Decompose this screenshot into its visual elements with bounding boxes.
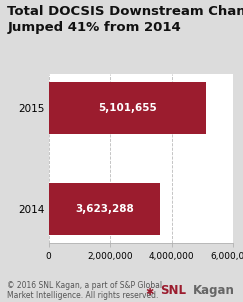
Text: SNL: SNL (160, 284, 186, 297)
Bar (49, 82, 206, 134)
Text: Total DOCSIS Downstream Channels
Jumped 41% from 2014: Total DOCSIS Downstream Channels Jumped … (7, 5, 243, 34)
Text: ✱: ✱ (146, 287, 154, 297)
Text: 3,623,288: 3,623,288 (75, 204, 134, 214)
Text: 5,101,655: 5,101,655 (98, 103, 156, 113)
Text: Kagan: Kagan (193, 284, 235, 297)
Text: © 2016 SNL Kagan, a part of S&P Global
Market Intelligence. All rights reserved.: © 2016 SNL Kagan, a part of S&P Global M… (7, 281, 162, 300)
Bar (49, 183, 160, 236)
